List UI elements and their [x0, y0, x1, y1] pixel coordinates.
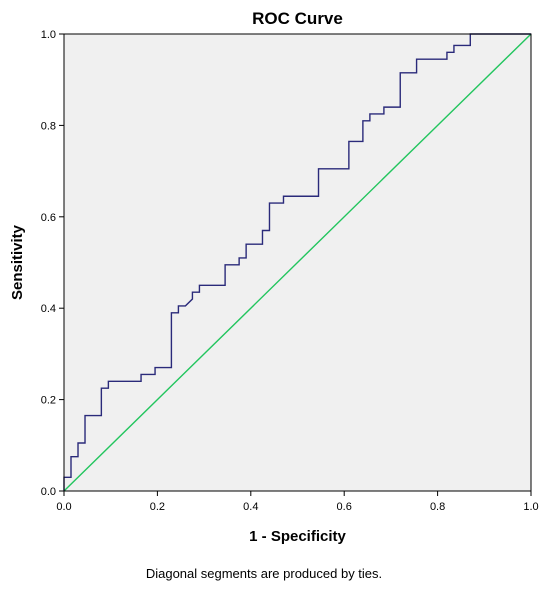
y-axis: 0.0 0.2 0.4 0.6 0.8 1.0: [41, 29, 64, 498]
x-axis-title: 1 - Specificity: [249, 528, 346, 545]
y-tick-label: 0.2: [41, 395, 56, 407]
y-tick-label: 0.4: [41, 303, 56, 315]
x-tick-label: 1.0: [523, 501, 538, 513]
plot-frame: [63, 33, 532, 492]
x-tick-label: 0.8: [430, 501, 445, 513]
reference-diagonal-line: [63, 33, 532, 492]
x-tick-label: 0.6: [337, 501, 352, 513]
chart-title: ROC Curve: [252, 9, 343, 28]
y-tick-label: 0.6: [41, 212, 56, 224]
y-tick-label: 1.0: [41, 29, 56, 41]
footnote: Diagonal segments are produced by ties.: [146, 566, 382, 581]
roc-curve-line: [63, 33, 531, 491]
y-tick-label: 0.0: [41, 486, 56, 498]
x-tick-label: 0.2: [150, 501, 165, 513]
y-tick-label: 0.8: [41, 120, 56, 132]
series-layer: [63, 33, 532, 492]
x-tick-label: 0.4: [243, 501, 258, 513]
x-axis: 0.0 0.2 0.4 0.6 0.8 1.0: [56, 491, 539, 513]
y-axis-title: Sensitivity: [9, 224, 26, 300]
x-tick-label: 0.0: [56, 501, 71, 513]
